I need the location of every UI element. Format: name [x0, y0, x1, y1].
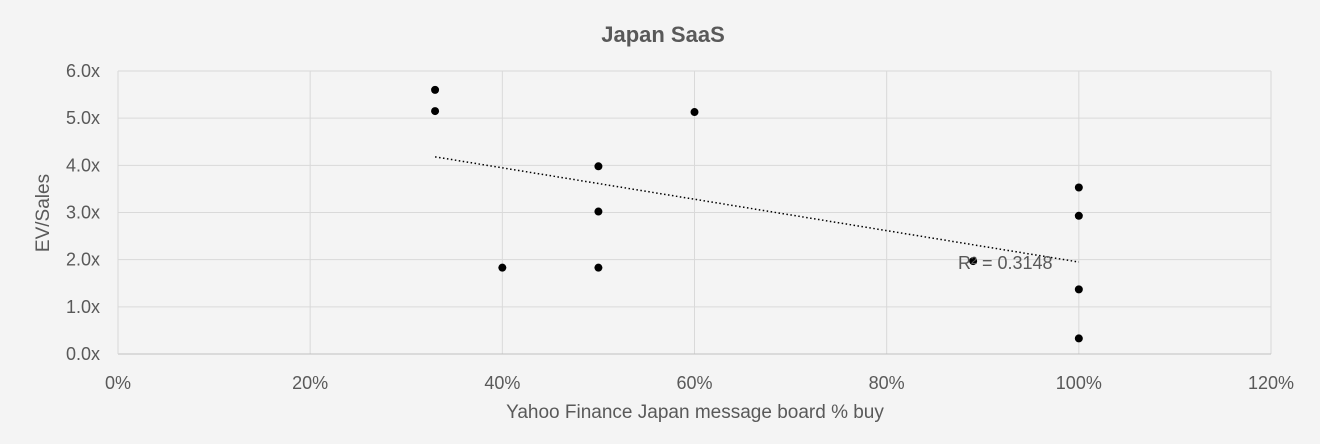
r-squared-label: R² = 0.3148 — [958, 253, 1053, 273]
y-tick-label: 1.0x — [66, 297, 100, 317]
y-axis-label: EV/Sales — [33, 174, 54, 252]
data-point — [431, 85, 440, 94]
y-tick-label: 4.0x — [66, 155, 100, 175]
y-tick-label: 5.0x — [66, 108, 100, 128]
x-tick-label: 0% — [105, 373, 131, 393]
data-point — [594, 263, 603, 272]
x-tick-label: 20% — [292, 373, 328, 393]
data-point — [1074, 183, 1083, 192]
y-tick-label: 2.0x — [66, 250, 100, 270]
data-point — [594, 162, 603, 171]
trendline-group — [434, 156, 1079, 263]
data-point — [1074, 285, 1083, 294]
data-point — [969, 257, 978, 266]
axes — [117, 71, 1271, 355]
x-tick-label: 60% — [676, 373, 712, 393]
y-tick-labels: 0.0x 1.0x 2.0x 3.0x 4.0x 5.0x 6.0x — [66, 61, 100, 364]
trendline — [434, 156, 1079, 263]
data-point — [594, 207, 603, 216]
data-point — [431, 107, 440, 116]
data-points — [431, 85, 1083, 343]
data-point — [690, 108, 699, 117]
data-point — [498, 263, 507, 272]
x-tick-label: 100% — [1056, 373, 1102, 393]
y-tick-label: 3.0x — [66, 203, 100, 223]
x-tick-label: 40% — [484, 373, 520, 393]
data-point — [1074, 334, 1083, 343]
data-point — [1074, 211, 1083, 220]
x-tick-labels: 0% 20% 40% 60% 80% 100% 120% — [105, 373, 1294, 393]
x-axis-label: Yahoo Finance Japan message board % buy — [506, 402, 884, 423]
x-tick-label: 80% — [869, 373, 905, 393]
y-tick-label: 0.0x — [66, 344, 100, 364]
chart-title: Japan SaaS — [601, 22, 725, 47]
y-tick-label: 6.0x — [66, 61, 100, 81]
x-tick-label: 120% — [1248, 373, 1294, 393]
